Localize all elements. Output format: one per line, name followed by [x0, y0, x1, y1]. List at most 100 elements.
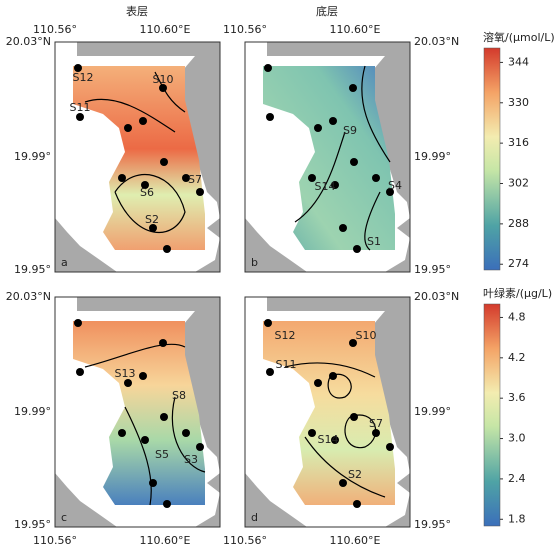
- contour: [154, 71, 186, 113]
- station-label: S9: [343, 124, 357, 137]
- station-label: S8: [172, 389, 186, 402]
- station: [141, 436, 149, 444]
- colorbar-tick-label: 288: [508, 217, 529, 230]
- station: [149, 479, 157, 487]
- colorbar-title: 溶氧/(μmol/L): [483, 30, 555, 44]
- colorbar-tick-label: 3.6: [508, 391, 526, 404]
- station: [74, 319, 82, 327]
- contour: [294, 131, 346, 223]
- station-label: S13: [115, 367, 136, 380]
- panel-frame: [244, 41, 411, 273]
- station: [196, 188, 204, 196]
- station: [353, 500, 361, 508]
- colorbar: [483, 47, 501, 271]
- lat-label: 19.95°: [414, 518, 451, 531]
- column-title: 底层: [316, 4, 338, 18]
- colorbar-tick-label: 1.8: [508, 512, 526, 525]
- station-label: S7: [369, 417, 383, 430]
- station: [182, 174, 190, 182]
- station-label: S11: [276, 358, 297, 371]
- station: [329, 117, 337, 125]
- lat-label: 19.99°: [14, 150, 51, 163]
- lon-label: 110.56°: [223, 23, 267, 36]
- station-label: S10: [153, 73, 174, 86]
- station: [339, 224, 347, 232]
- lon-label: 110.56°: [33, 534, 77, 547]
- panel-letter: d: [251, 511, 258, 524]
- station: [118, 174, 126, 182]
- contour: [114, 174, 186, 234]
- contour: [124, 406, 152, 506]
- contour: [284, 362, 376, 378]
- station-label: S14: [315, 180, 336, 193]
- field: [73, 66, 205, 250]
- station: [76, 113, 84, 121]
- colorbar-tick-label: 274: [508, 257, 529, 270]
- station: [329, 372, 337, 380]
- station: [349, 84, 357, 92]
- map-panel: S12 S10 S11 S6 S7 S2 a: [54, 41, 221, 273]
- lat-label: 20.03°N: [6, 290, 51, 303]
- station: [266, 113, 274, 121]
- lon-label: 110.60°E: [140, 534, 191, 547]
- colorbar-title: 叶绿素/(μg/L): [483, 286, 552, 300]
- station-label: S2: [145, 213, 159, 226]
- colorbar-tick-label: 330: [508, 96, 529, 109]
- station-label: S7: [188, 173, 202, 186]
- station: [331, 436, 339, 444]
- lon-label: 110.56°: [223, 534, 267, 547]
- station: [159, 339, 167, 347]
- station-label: S4: [388, 179, 402, 192]
- station: [350, 158, 358, 166]
- lat-label: 20.03°N: [414, 290, 459, 303]
- station: [160, 158, 168, 166]
- station: [308, 429, 316, 437]
- station: [349, 339, 357, 347]
- station: [159, 84, 167, 92]
- lon-label: 110.60°E: [330, 534, 381, 547]
- colorbar-tick-label: 344: [508, 55, 529, 68]
- station: [118, 429, 126, 437]
- field: [263, 321, 395, 505]
- station: [74, 64, 82, 72]
- station-label: S1: [367, 235, 381, 248]
- colorbar-tick-label: 4.2: [508, 351, 526, 364]
- station: [314, 124, 322, 132]
- station-label: S14: [318, 433, 339, 446]
- colorbar-tick-label: 302: [508, 177, 529, 190]
- lon-label: 110.56°: [33, 23, 77, 36]
- panel-frame: [244, 296, 411, 528]
- contour: [344, 414, 377, 449]
- lat-label: 19.95°: [14, 263, 51, 276]
- contour: [84, 343, 186, 368]
- station: [196, 443, 204, 451]
- colorbar-tick-label: 316: [508, 136, 529, 149]
- lat-label: 20.03°N: [6, 35, 51, 48]
- contour: [304, 436, 386, 498]
- station: [266, 368, 274, 376]
- station: [264, 64, 272, 72]
- station: [353, 245, 361, 253]
- panel-letter: b: [251, 256, 258, 269]
- lat-label: 19.99°: [14, 405, 51, 418]
- station: [149, 224, 157, 232]
- map-panel: S13 S8 S5 S3 c: [54, 296, 221, 528]
- station-label: S10: [356, 329, 377, 342]
- station: [124, 124, 132, 132]
- contour: [171, 396, 206, 473]
- panel-letter: a: [61, 256, 68, 269]
- map-panel: S9 S14 S4 S1 b: [244, 41, 411, 273]
- contour: [364, 191, 381, 251]
- station-label: S12: [275, 329, 296, 342]
- panel-frame: [54, 296, 221, 528]
- colorbar-tick-label: 3.0: [508, 432, 526, 445]
- lon-label: 110.60°E: [330, 23, 381, 36]
- colorbar-tick-label: 2.4: [508, 472, 526, 485]
- station: [139, 117, 147, 125]
- station-label: S5: [155, 448, 169, 461]
- station: [308, 174, 316, 182]
- station: [264, 319, 272, 327]
- station: [139, 372, 147, 380]
- station: [386, 443, 394, 451]
- field: [263, 66, 395, 250]
